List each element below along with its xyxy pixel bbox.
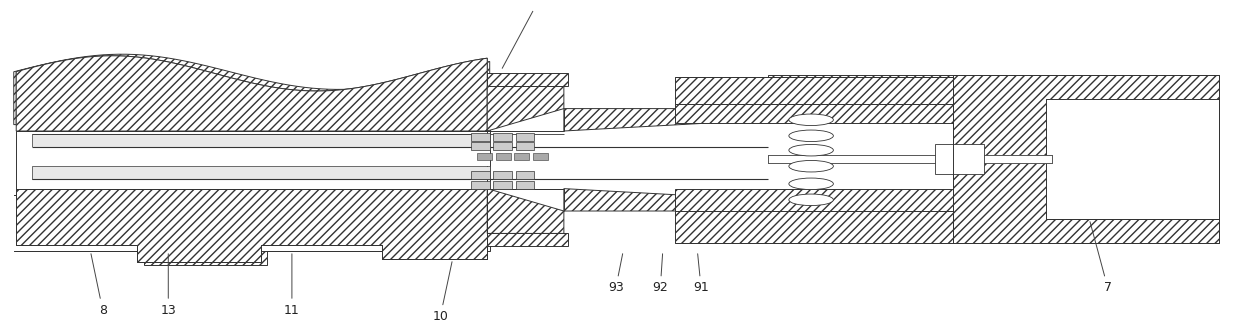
Circle shape bbox=[789, 145, 834, 156]
Polygon shape bbox=[496, 153, 510, 160]
Polygon shape bbox=[487, 73, 567, 86]
Polygon shape bbox=[14, 54, 489, 125]
Polygon shape bbox=[675, 77, 953, 104]
Polygon shape bbox=[515, 171, 534, 179]
Polygon shape bbox=[32, 134, 489, 147]
Polygon shape bbox=[493, 171, 512, 179]
Circle shape bbox=[789, 130, 834, 142]
Text: 92: 92 bbox=[653, 254, 668, 294]
Text: 91: 91 bbox=[693, 254, 709, 294]
Polygon shape bbox=[16, 131, 487, 189]
Polygon shape bbox=[768, 211, 953, 243]
Polygon shape bbox=[675, 189, 953, 211]
Polygon shape bbox=[493, 181, 512, 189]
Polygon shape bbox=[471, 181, 489, 189]
Polygon shape bbox=[768, 75, 953, 109]
Circle shape bbox=[789, 178, 834, 190]
Polygon shape bbox=[934, 144, 984, 174]
Text: 13: 13 bbox=[160, 254, 176, 317]
Text: 7: 7 bbox=[1090, 222, 1111, 294]
Polygon shape bbox=[515, 142, 534, 150]
Polygon shape bbox=[477, 153, 492, 160]
Polygon shape bbox=[487, 86, 564, 131]
Polygon shape bbox=[768, 155, 1052, 163]
Text: 11: 11 bbox=[284, 254, 300, 317]
Polygon shape bbox=[16, 189, 487, 262]
Polygon shape bbox=[533, 153, 548, 160]
Polygon shape bbox=[493, 133, 512, 141]
Polygon shape bbox=[768, 155, 1052, 163]
Polygon shape bbox=[675, 211, 953, 243]
Polygon shape bbox=[515, 181, 534, 189]
Polygon shape bbox=[487, 189, 564, 233]
Polygon shape bbox=[14, 125, 489, 230]
Circle shape bbox=[789, 114, 834, 126]
Polygon shape bbox=[564, 147, 768, 166]
Text: 93: 93 bbox=[608, 254, 623, 294]
Polygon shape bbox=[515, 133, 534, 141]
Polygon shape bbox=[471, 133, 489, 141]
Polygon shape bbox=[16, 56, 487, 131]
Polygon shape bbox=[471, 171, 489, 179]
Text: 8: 8 bbox=[90, 254, 107, 317]
Polygon shape bbox=[14, 195, 489, 266]
Polygon shape bbox=[514, 153, 529, 160]
Polygon shape bbox=[487, 233, 567, 246]
Polygon shape bbox=[471, 142, 489, 150]
Text: 10: 10 bbox=[432, 262, 452, 323]
Polygon shape bbox=[1047, 99, 1218, 219]
Polygon shape bbox=[493, 142, 512, 150]
Circle shape bbox=[789, 161, 834, 172]
Polygon shape bbox=[32, 147, 489, 166]
Circle shape bbox=[789, 194, 834, 206]
Polygon shape bbox=[675, 104, 953, 123]
Polygon shape bbox=[16, 56, 487, 124]
Polygon shape bbox=[564, 109, 768, 131]
Polygon shape bbox=[953, 75, 1219, 243]
Polygon shape bbox=[32, 166, 489, 179]
Polygon shape bbox=[1046, 99, 1219, 219]
Polygon shape bbox=[564, 189, 768, 211]
